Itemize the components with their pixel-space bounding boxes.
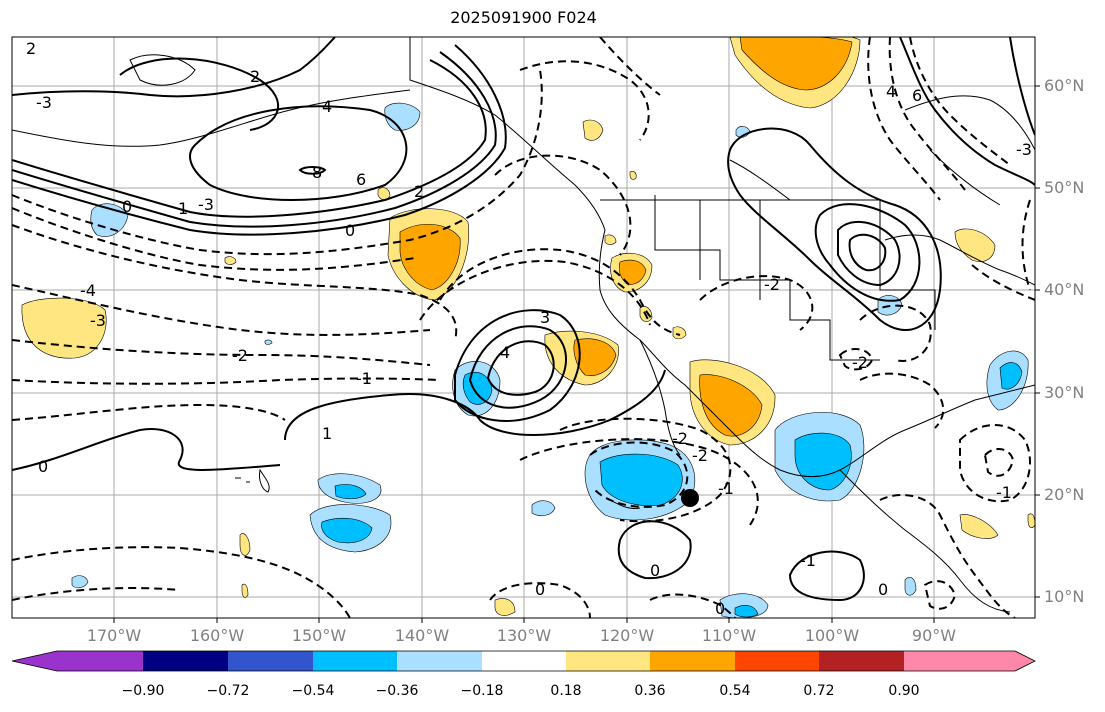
colorbar-tick-label: −0.36: [375, 683, 419, 699]
positive-anomaly-areas: [21, 37, 1035, 616]
colorbar-tick-label: 0.72: [803, 683, 835, 699]
lat-label-30n: 30°N: [1044, 383, 1085, 402]
contour-label: -2: [692, 446, 708, 465]
lon-label-110w: 110°W: [701, 626, 757, 645]
contour-label: 3: [540, 308, 550, 327]
contour-label: 0: [650, 561, 660, 580]
contour-label: 0: [715, 599, 725, 618]
contour-label: -3: [90, 311, 106, 330]
dashed-contours: [12, 37, 1035, 618]
lat-label-40n: 40°N: [1044, 280, 1085, 299]
colorbar-tick-label: 0.18: [550, 683, 582, 699]
contour-label: 6: [912, 86, 922, 105]
contour-label: -1: [718, 479, 734, 498]
colorbar-tick-label: −0.72: [206, 683, 250, 699]
contour-label: 6: [356, 170, 366, 189]
contour-label: -3: [36, 93, 52, 112]
lon-label-150w: 150°W: [291, 626, 347, 645]
contour-label: -1: [800, 551, 816, 570]
contour-label: 0: [122, 197, 132, 216]
lat-label-10n: 10°N: [1044, 587, 1085, 606]
lon-label-130w: 130°W: [496, 626, 552, 645]
colorbar-tick-label: 0.90: [888, 683, 920, 699]
lat-label-20n: 20°N: [1044, 485, 1085, 504]
contour-label: -1: [996, 483, 1012, 502]
graticule: [12, 37, 1035, 618]
storm-center-marker: [681, 489, 699, 507]
contour-label: 1: [178, 199, 188, 218]
lon-label-90w: 90°W: [911, 626, 957, 645]
lon-label-170w: 170°W: [86, 626, 142, 645]
lon-label-120w: 120°W: [599, 626, 655, 645]
contour-label: 0: [878, 580, 888, 599]
colorbar-tick-label: 0.36: [634, 683, 666, 699]
contour-label: -4: [80, 281, 96, 300]
colorbar-tick-label: −0.90: [121, 683, 165, 699]
lat-label-50n: 50°N: [1044, 178, 1085, 197]
contour-label: -2: [852, 353, 868, 372]
solid-contours: [12, 37, 1035, 602]
contour-label: 4: [886, 82, 896, 101]
lon-label-140w: 140°W: [394, 626, 450, 645]
contour-labels: 2 2 -3 4 6 8 0 -3 1 -4 -3 -2 -1 0 1 3 0 …: [26, 39, 1032, 618]
contour-label: 2: [250, 67, 260, 86]
contour-label: -1: [356, 369, 372, 388]
contour-label: 0: [345, 221, 355, 240]
lon-label-100w: 100°W: [804, 626, 860, 645]
contour-label: 4: [322, 97, 332, 116]
contour-label: 1: [322, 424, 332, 443]
contour-label: 2: [414, 182, 424, 201]
contour-label: -2: [232, 346, 248, 365]
colorbar-tick-label: −0.54: [291, 683, 335, 699]
contour-label: -2: [764, 275, 780, 294]
contour-label: 0: [38, 457, 48, 476]
contour-label: 0: [535, 580, 545, 599]
lon-label-160w: 160°W: [189, 626, 245, 645]
contour-label: 2: [26, 39, 36, 58]
contour-label: -2: [672, 429, 688, 448]
lat-label-60n: 60°N: [1044, 76, 1085, 95]
colorbar-tick-label: −0.18: [460, 683, 504, 699]
contour-label: -3: [198, 195, 214, 214]
map-title: 2025091900 F024: [450, 8, 597, 27]
colorbar-tick-label: 0.54: [719, 683, 751, 699]
contour-label: 8: [312, 163, 322, 182]
contour-label: -3: [1016, 140, 1032, 159]
contour-label: 4: [500, 343, 510, 362]
